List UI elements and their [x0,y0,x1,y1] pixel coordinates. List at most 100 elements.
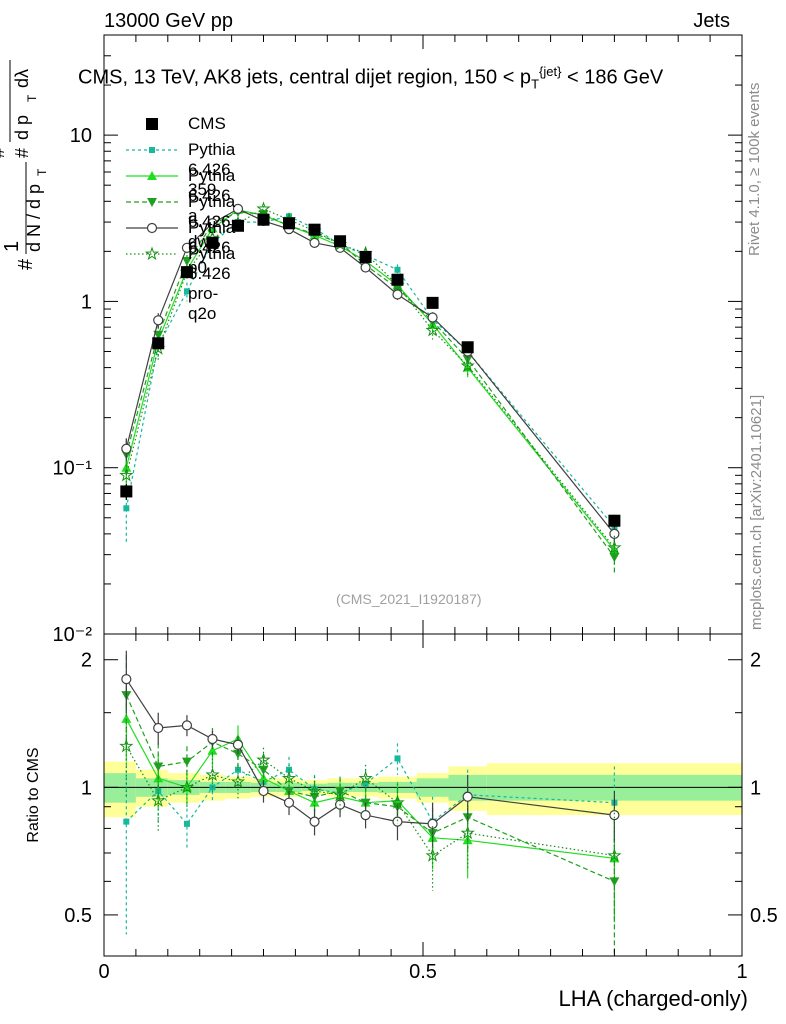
legend-marker [147,198,157,207]
point-pdw [181,256,192,266]
y-label-part: 1 [1,241,23,252]
ratio-point-pp0 [427,818,438,829]
legend-swatch-pro [126,246,178,261]
plot-title: CMS, 13 TeV, AK8 jets, central dijet reg… [78,64,664,92]
ratio-point-pro [607,848,622,862]
ratio-point-pdw [335,787,346,797]
ratio-series-pp0 [121,650,620,848]
ratio-point-pdw [181,757,192,767]
ratio-series-pro [119,706,622,919]
y-label-part: # [15,258,37,270]
legend-marker [144,246,160,261]
point-cms [180,266,193,279]
ratio-point-pp0 [258,785,269,797]
y-label-part: d p [12,115,32,140]
point-pro [607,540,622,554]
point-cms [608,514,621,527]
ratio-point-pro [390,795,405,809]
ratio-point-pp0 [309,816,320,827]
ratio-point-pp0 [232,739,244,750]
y-label-part: T [25,94,39,102]
ratio-point-pdw [153,762,164,772]
ratio-point-pro [425,848,440,862]
legend-label: Pythia 6.426 a [188,166,236,225]
point-cms [206,236,219,249]
ratio-point-pp0 [283,797,295,808]
legend-marker [147,171,157,180]
point-pp0 [181,242,193,253]
ratio-y-label: Ratio to CMS [25,747,42,842]
ratio-line-p359 [125,757,615,825]
point-pro [256,201,271,216]
ratio-point-pro [119,738,134,753]
point-cms [308,223,321,236]
y-label-part: # [0,148,8,158]
ratio-point-pa [207,745,218,755]
header-right: Jets [693,10,730,32]
point-cms [359,250,372,263]
ratio-tick-label-right: 2 [750,650,761,672]
ratio-point-pdw [232,749,243,759]
x-tick-label: 1 [736,961,747,983]
point-pp0 [392,289,403,300]
y-label-part: # [12,148,32,158]
point-pp0 [153,315,164,326]
point-pp0 [427,312,438,323]
ratio-point-pp0 [609,809,620,821]
legend-swatch-pdw [126,198,178,207]
ratio-point-pro [281,770,297,785]
ratio-point-pp0 [392,816,403,827]
legend-marker [146,222,158,234]
legend-marker [146,118,158,130]
y-label-part: d N / d p [24,184,44,252]
ratio-point-pp0 [360,809,371,821]
axis-ticks: 10⁻² 10⁻¹ 1 10 0.5 0.5 1 1 2 2 0 0.5 1 Ratio to CMS #1… [0,34,778,983]
legend-swatch-cms [146,118,158,130]
point-cms [257,213,270,226]
legend-label: CMS [188,114,226,133]
legend-label: Pythia 6.426 359 [188,140,236,199]
y-tick-label: 10⁻² [53,624,93,646]
x-tick-label: 0.5 [409,961,437,983]
legend-swatch-p359 [126,147,178,153]
point-pp0 [232,203,244,215]
point-cms [231,219,244,232]
ratio-point-pp0 [462,791,473,802]
series-line-pa [125,209,615,551]
ratio-tick-label-left: 0.5 [64,905,92,927]
legend-swatch-pa [126,171,178,180]
analysis-id: (CMS_2021_I1920187) [336,591,482,607]
ratio-tick-label-left: 1 [81,777,92,799]
ratio-point-p359 [123,818,130,825]
ratio-series-layer [119,650,622,956]
ratio-point-pro [332,787,348,801]
point-cms [334,235,347,248]
band-inner-bin [104,773,136,803]
ratio-point-pro [179,779,195,794]
ratio-tick-label-left: 2 [81,650,92,672]
point-cms [152,337,165,350]
point-cms [461,341,474,354]
point-pro [425,322,440,337]
header-left: 13000 GeV pp [104,10,233,32]
point-cms [426,296,439,309]
ratio-point-pro [230,774,246,788]
ratio-point-pro [205,767,220,781]
ratio-point-pa [121,713,132,723]
y-tick-label: 10⁻¹ [53,458,93,480]
series-layer [119,201,622,574]
point-pro [119,467,134,482]
ratio-point-pp0 [207,733,218,745]
legend-label: Pythia 6.426 dw [188,192,236,251]
series-cms [120,213,621,527]
point-pa [462,362,473,372]
ratio-tick-label-right: 1 [750,777,761,799]
point-p359 [123,505,130,512]
ratio-point-pro [307,783,322,798]
legend-label: Pythia 6.426 p0 [188,218,236,277]
ratio-point-p359 [183,820,190,827]
ratio-point-pdw [258,765,269,775]
point-p359 [183,288,190,295]
